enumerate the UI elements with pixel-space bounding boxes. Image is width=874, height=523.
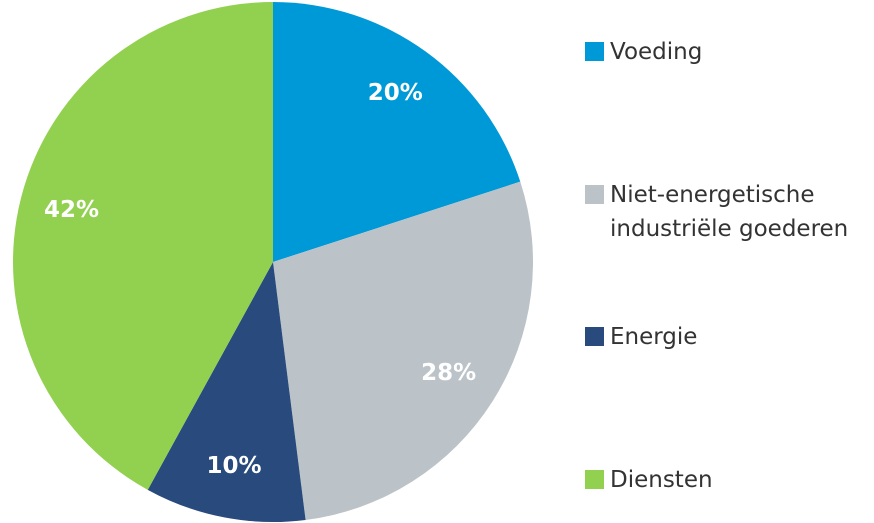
- legend-label: Niet-energetische industriële goederen: [610, 182, 849, 242]
- legend-label: Voeding: [610, 39, 703, 65]
- legend-swatch: [585, 42, 604, 61]
- pie-slice: [273, 2, 521, 262]
- legend-item: Diensten: [585, 463, 865, 497]
- pie: 20% 28% 10% 42%: [13, 2, 533, 522]
- pie-slice: [273, 181, 533, 520]
- legend-item: Niet-energetische industriële goederen: [585, 178, 865, 246]
- data-label: 10%: [206, 453, 261, 479]
- pie-slice: [147, 262, 306, 522]
- legend-swatch: [585, 185, 604, 204]
- legend-label: Energie: [610, 324, 698, 350]
- legend-item: Voeding: [585, 35, 865, 69]
- legend-label: Diensten: [610, 467, 713, 493]
- legend-swatch: [585, 327, 604, 346]
- data-label: 20%: [368, 80, 423, 106]
- data-label: 42%: [44, 197, 99, 223]
- legend-swatch: [585, 470, 604, 489]
- legend-item: Energie: [585, 320, 865, 354]
- data-label: 28%: [421, 360, 476, 386]
- pie-slice: [13, 2, 273, 490]
